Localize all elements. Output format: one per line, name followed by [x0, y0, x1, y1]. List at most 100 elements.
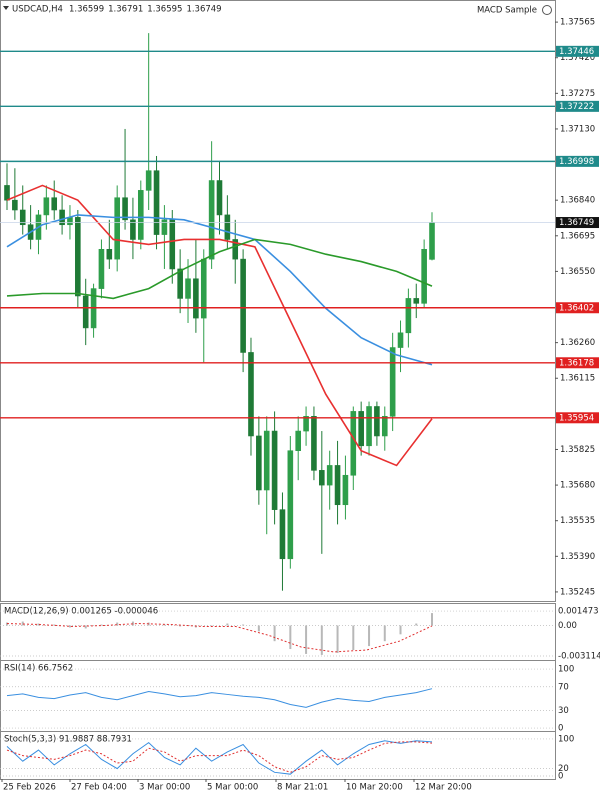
candle-body: [177, 268, 183, 299]
price-level-label-bg: [556, 45, 599, 57]
candle-body: [405, 298, 412, 334]
price-tick-label: 1.35825: [560, 445, 595, 455]
price-tick-label: 1.36550: [560, 267, 595, 277]
candle-body: [248, 352, 254, 437]
indicator-tick-label: -0.003114: [558, 652, 600, 662]
price-level-label-bg: [556, 357, 599, 369]
candle-body: [263, 430, 270, 491]
candle-body: [43, 197, 50, 216]
moving-average: [6, 184, 433, 467]
price-level-label: 1.37446: [559, 47, 594, 57]
price-tick-label: 1.35245: [560, 587, 595, 597]
price-level-label: 1.36998: [559, 157, 594, 167]
indicator-tick-label: 0: [558, 724, 563, 734]
macd-bar: [399, 625, 402, 635]
candle-body: [59, 209, 65, 226]
macd-bar: [305, 625, 308, 654]
price-tick-label: 1.36115: [560, 374, 595, 384]
macd-bar: [320, 625, 323, 655]
moving-average: [6, 238, 433, 300]
time-label: 5 Mar 00:00: [207, 783, 258, 792]
candle-body: [200, 258, 207, 319]
time-label: 12 Mar 20:00: [415, 783, 472, 792]
candle-body: [67, 217, 73, 226]
candle-body: [240, 258, 246, 353]
expert-smiley-icon: [542, 5, 552, 15]
indicator-tick-label: 70: [558, 682, 569, 692]
candle-body: [106, 248, 113, 260]
price-tick-label: 1.35535: [560, 516, 595, 526]
ohlc-value: 1.36791: [108, 5, 143, 15]
macd-bar: [84, 625, 87, 629]
time-label: 3 Mar 00:00: [139, 783, 190, 792]
indicator-tick-label: 0.001473: [558, 607, 599, 617]
indicator-tick-label: 100: [558, 665, 574, 675]
candle-body: [130, 219, 136, 240]
ohlc-value: 1.36595: [147, 5, 182, 15]
price-level-label: 1.35954: [559, 413, 594, 423]
indicator-title: MACD(12,26,9) 0.001265 -0.000046: [4, 607, 158, 617]
time-label: 8 Mar 21:01: [277, 783, 328, 792]
price-level-label-bg: [556, 412, 599, 424]
indicator-line: [6, 623, 433, 653]
ohlc-value: 1.36749: [186, 5, 221, 15]
macd-bar: [415, 623, 418, 626]
candle-body: [51, 197, 58, 211]
symbol-title: USDCAD,H4: [12, 5, 63, 15]
indicator-tick-label: 20: [558, 764, 569, 774]
main-panel-frame: [0, 0, 556, 602]
indicator-line: [6, 741, 433, 773]
price-level-label-bg: [556, 155, 599, 167]
chart-content: USDCAD,H4 1.36599 1.36791 1.36595 1.36749 MAC…: [0, 5, 600, 792]
candle-body: [232, 239, 239, 260]
indicator-line: [6, 740, 433, 775]
candle-body: [374, 406, 380, 437]
price-level-label: 1.36178: [559, 358, 594, 368]
macd-bar: [163, 624, 166, 626]
candle-body: [413, 298, 420, 304]
macd-bar: [210, 625, 213, 626]
candle-body: [161, 219, 168, 235]
macd-bar: [383, 625, 386, 642]
candle-body: [193, 278, 199, 319]
candle-body: [287, 450, 294, 560]
price-tick-label: 1.37420: [560, 53, 595, 63]
candle-body: [366, 406, 372, 447]
macd-bar: [368, 625, 371, 647]
price-level-label: 1.36402: [559, 303, 594, 313]
time-label: 10 Mar 20:00: [346, 783, 403, 792]
candle-body: [381, 416, 388, 437]
ohlc-value: 1.36599: [69, 5, 104, 15]
price-tick-label: 1.35390: [560, 552, 595, 562]
candle-body: [19, 209, 26, 226]
macd-bar: [179, 625, 182, 627]
candle-body: [319, 470, 325, 486]
price-tick-label: 1.36840: [560, 196, 595, 206]
candle-body: [429, 222, 435, 260]
candle-body: [326, 465, 333, 486]
candle-body: [334, 465, 341, 506]
candle-body: [216, 180, 223, 216]
macd-bar: [37, 623, 40, 626]
candle-body: [389, 347, 396, 417]
price-tick-label: 1.36260: [560, 338, 595, 348]
candle-body: [145, 170, 152, 191]
indicator-tick-label: 30: [558, 706, 569, 716]
macd-bar: [242, 624, 245, 626]
macd-bar: [431, 613, 433, 626]
candle-body: [279, 509, 286, 560]
macd-bar: [131, 621, 134, 626]
candle-body: [114, 197, 120, 260]
price-tick-label: 1.35680: [560, 481, 595, 491]
last-price-label: 1.36749: [559, 218, 594, 228]
moving-average: [6, 214, 433, 366]
symbol-dropdown-icon[interactable]: [3, 6, 9, 10]
candle-body: [256, 435, 262, 491]
candle-body: [98, 248, 105, 289]
candle-body: [350, 411, 357, 476]
price-tick-label: 1.37565: [560, 18, 595, 28]
candle-body: [224, 214, 231, 240]
macd-bar: [53, 624, 56, 626]
time-label: 27 Feb 04:00: [71, 783, 127, 792]
